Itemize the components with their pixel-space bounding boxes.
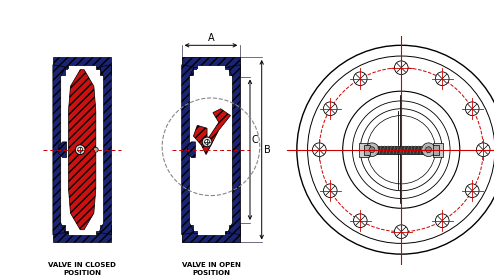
Polygon shape — [182, 65, 194, 235]
Polygon shape — [228, 65, 240, 235]
FancyBboxPatch shape — [364, 145, 370, 155]
Polygon shape — [64, 231, 68, 233]
Circle shape — [436, 72, 449, 86]
Polygon shape — [224, 67, 228, 69]
Polygon shape — [201, 109, 230, 155]
Polygon shape — [53, 225, 112, 242]
Polygon shape — [96, 67, 100, 69]
Circle shape — [369, 147, 375, 153]
Polygon shape — [58, 142, 66, 158]
Text: VALVE IN OPEN
POSITION: VALVE IN OPEN POSITION — [182, 262, 240, 276]
FancyBboxPatch shape — [434, 143, 443, 157]
Circle shape — [312, 143, 326, 157]
Circle shape — [466, 102, 479, 116]
Polygon shape — [194, 231, 198, 233]
Polygon shape — [194, 125, 207, 145]
Circle shape — [476, 143, 490, 157]
FancyBboxPatch shape — [198, 69, 224, 231]
Polygon shape — [194, 67, 198, 69]
Circle shape — [394, 225, 408, 239]
FancyBboxPatch shape — [68, 69, 96, 231]
Polygon shape — [96, 231, 100, 233]
Circle shape — [354, 72, 367, 86]
Circle shape — [324, 102, 337, 116]
Text: A: A — [208, 33, 214, 43]
Polygon shape — [100, 65, 112, 235]
Circle shape — [202, 137, 212, 147]
FancyBboxPatch shape — [434, 145, 440, 155]
Polygon shape — [53, 65, 64, 235]
Polygon shape — [224, 231, 228, 233]
Polygon shape — [182, 57, 240, 74]
Circle shape — [394, 61, 408, 74]
Circle shape — [426, 147, 432, 153]
Polygon shape — [188, 142, 196, 158]
FancyBboxPatch shape — [374, 146, 428, 154]
Circle shape — [466, 184, 479, 197]
Polygon shape — [53, 57, 112, 74]
Circle shape — [324, 184, 337, 197]
Polygon shape — [64, 67, 68, 69]
Circle shape — [204, 139, 210, 144]
Polygon shape — [68, 70, 96, 230]
Text: VALVE IN CLOSED
POSITION: VALVE IN CLOSED POSITION — [48, 262, 116, 276]
Circle shape — [422, 143, 436, 157]
Circle shape — [436, 214, 449, 228]
Circle shape — [94, 147, 98, 152]
Text: C: C — [252, 135, 258, 145]
Circle shape — [365, 143, 379, 157]
Text: B: B — [264, 145, 270, 155]
Circle shape — [78, 147, 82, 152]
Circle shape — [76, 145, 85, 155]
Circle shape — [297, 45, 500, 254]
Polygon shape — [182, 225, 240, 242]
Circle shape — [354, 214, 367, 228]
FancyBboxPatch shape — [360, 143, 369, 157]
